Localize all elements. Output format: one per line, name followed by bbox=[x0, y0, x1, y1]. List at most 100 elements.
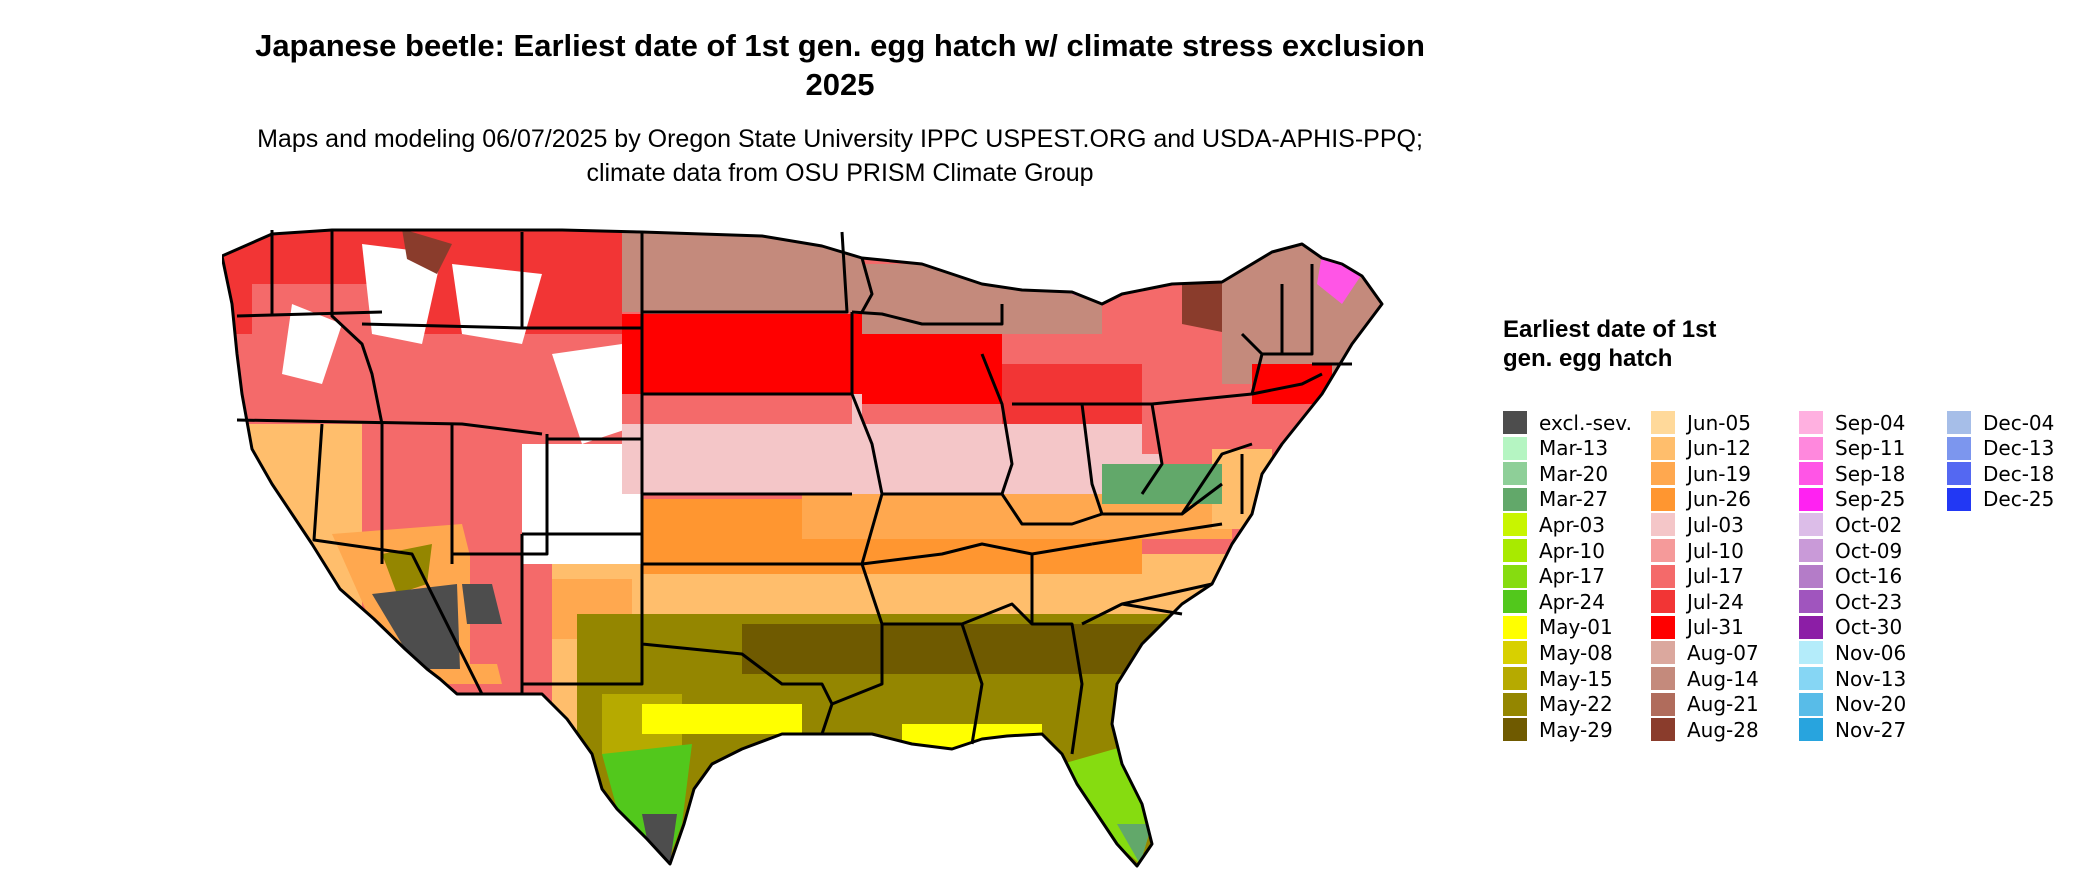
legend-item: Jun-05 bbox=[1651, 411, 1751, 435]
legend-label: Nov-06 bbox=[1835, 640, 1907, 665]
legend-item: Sep-25 bbox=[1799, 487, 1906, 512]
legend-swatch bbox=[1799, 513, 1823, 537]
legend-swatch bbox=[1651, 564, 1675, 588]
legend-label: May-01 bbox=[1539, 615, 1613, 640]
map-region bbox=[362, 374, 432, 464]
state-borders bbox=[222, 228, 1384, 868]
legend-swatch bbox=[1651, 462, 1675, 486]
legend-label: Sep-25 bbox=[1835, 487, 1906, 512]
legend-item: Jun-19 bbox=[1651, 461, 1751, 486]
legend-label: May-22 bbox=[1539, 692, 1613, 717]
legend-swatch bbox=[1503, 667, 1527, 690]
map-region bbox=[552, 344, 642, 444]
legend-item: Aug-07 bbox=[1651, 641, 1759, 665]
legend-item: May-29 bbox=[1503, 717, 1613, 742]
legend-item: Dec-04 bbox=[1947, 410, 2055, 435]
legend-label: Oct-16 bbox=[1835, 564, 1903, 589]
legend-label: Apr-10 bbox=[1539, 538, 1605, 563]
legend-label: Aug-28 bbox=[1687, 717, 1759, 742]
legend-item: Jul-31 bbox=[1651, 615, 1744, 640]
legend-swatch bbox=[1799, 539, 1823, 562]
legend-label: Dec-04 bbox=[1983, 410, 2055, 435]
legend-swatch bbox=[1503, 513, 1527, 537]
legend-item: Sep-11 bbox=[1799, 436, 1906, 461]
map-region bbox=[402, 230, 452, 274]
legend-item: May-22 bbox=[1503, 692, 1613, 717]
legend-swatch bbox=[1947, 436, 1971, 460]
legend-item: Jul-03 bbox=[1651, 513, 1744, 537]
legend-item: Jun-12 bbox=[1651, 436, 1751, 461]
legend-label: Sep-04 bbox=[1835, 410, 1906, 435]
legend-label: Dec-25 bbox=[1983, 487, 2055, 512]
legend-swatch bbox=[1799, 667, 1823, 690]
legend-item: May-08 bbox=[1503, 641, 1613, 665]
legend-item: Oct-02 bbox=[1799, 512, 1903, 537]
map-region bbox=[642, 814, 677, 864]
map-region bbox=[452, 264, 542, 344]
legend-label: Nov-20 bbox=[1835, 692, 1907, 717]
legend-label: Sep-11 bbox=[1835, 436, 1906, 461]
legend-label: Apr-24 bbox=[1539, 589, 1605, 614]
legend-item: excl.-sev. bbox=[1503, 410, 1632, 435]
legend-swatch bbox=[1651, 436, 1675, 460]
legend-label: Apr-17 bbox=[1539, 564, 1605, 589]
map-region bbox=[382, 544, 432, 594]
legend-swatch bbox=[1503, 436, 1527, 460]
legend-label: Nov-13 bbox=[1835, 666, 1907, 691]
map-region bbox=[1222, 244, 1382, 384]
map-title: Japanese beetle: Earliest date of 1st ge… bbox=[255, 28, 1425, 102]
legend-item: Sep-04 bbox=[1799, 410, 1906, 435]
legend-label: Aug-14 bbox=[1687, 666, 1759, 691]
legend-swatch bbox=[1947, 411, 1971, 434]
legend-item: Jun-26 bbox=[1651, 487, 1751, 511]
legend-swatch bbox=[1503, 487, 1527, 511]
legend-label: Mar-27 bbox=[1539, 487, 1609, 512]
legend-label: Apr-03 bbox=[1539, 512, 1605, 537]
map-region bbox=[1002, 364, 1142, 424]
legend-item: Apr-24 bbox=[1503, 589, 1605, 614]
map-subtitle: Maps and modeling 06/07/2025 by Oregon S… bbox=[257, 125, 1423, 187]
map-region bbox=[362, 244, 442, 344]
legend-swatch bbox=[1651, 487, 1675, 511]
map-region bbox=[622, 394, 852, 424]
legend-item: May-15 bbox=[1503, 667, 1613, 691]
legend-swatch bbox=[1799, 615, 1823, 639]
legend-swatch bbox=[1503, 411, 1527, 434]
legend-label: Jul-31 bbox=[1687, 615, 1744, 640]
legend-swatch bbox=[1651, 692, 1675, 716]
legend-item: Mar-20 bbox=[1503, 462, 1608, 486]
legend-label: Oct-02 bbox=[1835, 512, 1903, 537]
legend-swatch bbox=[1503, 692, 1527, 716]
legend-swatch bbox=[1651, 718, 1675, 742]
legend-label: Oct-09 bbox=[1835, 538, 1903, 563]
legend-label: Jun-12 bbox=[1687, 436, 1751, 461]
legend-item: Dec-13 bbox=[1947, 436, 2054, 460]
legend-item: Apr-17 bbox=[1503, 564, 1605, 589]
map-region bbox=[622, 314, 862, 394]
legend-item: Apr-03 bbox=[1503, 512, 1605, 537]
legend-item: Sep-18 bbox=[1799, 462, 1905, 486]
map-region bbox=[622, 232, 862, 312]
legend-item: Aug-14 bbox=[1651, 666, 1759, 691]
legend-item: Jul-24 bbox=[1651, 589, 1744, 614]
legend-label: Jul-24 bbox=[1687, 589, 1744, 614]
legend-swatch bbox=[1503, 564, 1527, 588]
legend-swatch bbox=[1651, 539, 1675, 562]
map-region bbox=[222, 424, 362, 724]
legend-label: excl.-sev. bbox=[1539, 410, 1632, 435]
legend-swatch bbox=[1503, 462, 1527, 486]
legend-swatch bbox=[1503, 590, 1527, 614]
legend-swatch bbox=[1651, 615, 1675, 639]
legend-item: Oct-16 bbox=[1799, 564, 1903, 589]
legend-item: Oct-09 bbox=[1799, 538, 1903, 563]
legend-item: Dec-18 bbox=[1947, 462, 2054, 486]
legend-swatch bbox=[1799, 641, 1823, 665]
legend-label: May-29 bbox=[1539, 717, 1613, 742]
legend-label: Jun-19 bbox=[1687, 461, 1751, 486]
legend-item: Nov-20 bbox=[1799, 692, 1907, 717]
legend-item: Aug-28 bbox=[1651, 717, 1759, 742]
map-region bbox=[282, 304, 342, 384]
legend-swatch bbox=[1651, 590, 1675, 614]
us-egg-hatch-map bbox=[222, 228, 1384, 868]
map-region bbox=[862, 334, 1002, 404]
